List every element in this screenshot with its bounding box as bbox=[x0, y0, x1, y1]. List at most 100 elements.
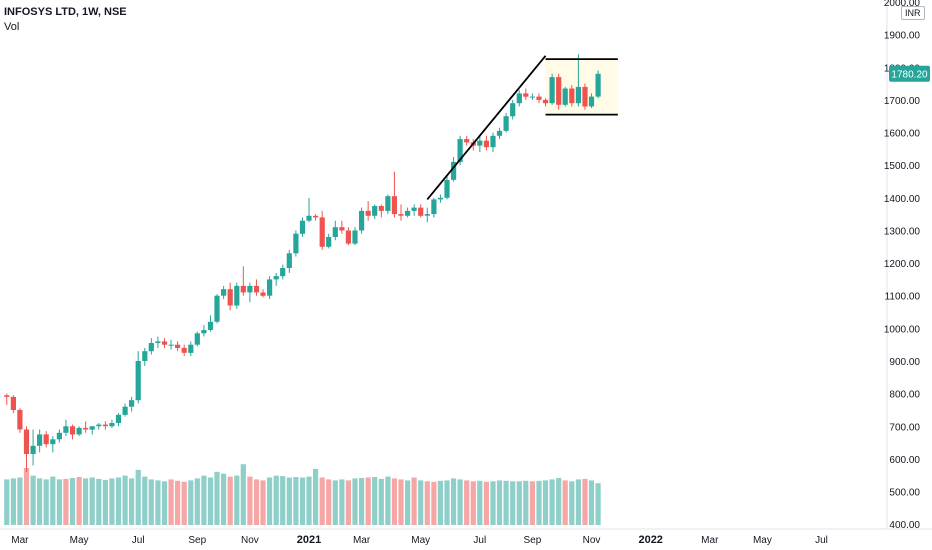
candle-body bbox=[549, 77, 555, 104]
candle-body bbox=[575, 86, 581, 104]
volume-bar bbox=[516, 481, 522, 525]
x-tick-label: May bbox=[70, 535, 89, 546]
volume-bar bbox=[23, 468, 30, 525]
volume-bar bbox=[280, 476, 286, 525]
candle-body bbox=[102, 424, 108, 427]
candle-body bbox=[247, 285, 253, 293]
volume-bar bbox=[155, 480, 161, 525]
volume-bar bbox=[148, 479, 154, 525]
candle-body bbox=[109, 423, 115, 427]
candle-body bbox=[444, 179, 450, 198]
volume-label[interactable]: Vol bbox=[4, 21, 20, 33]
x-tick-label: 2021 bbox=[297, 534, 321, 546]
candle-body bbox=[306, 215, 312, 221]
candle-body bbox=[418, 207, 424, 216]
volume-bar bbox=[510, 481, 516, 525]
volume-bar bbox=[562, 480, 568, 525]
candle-body bbox=[372, 206, 378, 216]
candle-body bbox=[595, 73, 601, 97]
y-tick-label: 2000.00 bbox=[884, 0, 921, 9]
currency-badge[interactable]: INR bbox=[901, 6, 925, 20]
volume-bar bbox=[63, 478, 69, 525]
volume-bar bbox=[10, 478, 16, 525]
candle-body bbox=[122, 406, 128, 415]
y-tick-label: 1200.00 bbox=[884, 259, 921, 270]
volume-bar bbox=[398, 479, 404, 525]
volume-bar bbox=[411, 477, 417, 525]
candle-body bbox=[214, 295, 220, 322]
y-tick-label: 1100.00 bbox=[885, 292, 921, 303]
y-tick-label: 600.00 bbox=[889, 455, 920, 466]
candle-body bbox=[23, 429, 30, 454]
volume-bar bbox=[260, 480, 266, 525]
candle-body bbox=[483, 140, 489, 148]
volume-bar bbox=[122, 475, 128, 525]
candle-body bbox=[385, 196, 391, 211]
candle-body bbox=[4, 395, 10, 397]
volume-bar bbox=[503, 480, 509, 525]
volume-bar bbox=[464, 480, 470, 525]
candle-body bbox=[168, 344, 174, 346]
volume-bar bbox=[490, 481, 496, 525]
volume-bar bbox=[575, 479, 581, 525]
candle-body bbox=[424, 214, 430, 216]
candle-body bbox=[332, 227, 338, 237]
y-tick-label: 1600.00 bbox=[884, 129, 921, 140]
volume-bar bbox=[313, 468, 319, 525]
y-tick-label: 900.00 bbox=[889, 357, 920, 368]
volume-bar bbox=[207, 477, 214, 525]
candle-body bbox=[37, 434, 43, 446]
volume-bar bbox=[582, 478, 588, 525]
drawing-layer bbox=[426, 55, 618, 201]
volume-bar bbox=[339, 479, 345, 525]
candle-body bbox=[260, 292, 266, 296]
volume-bar bbox=[30, 475, 36, 525]
volume-bar bbox=[56, 479, 62, 525]
volume-bar bbox=[168, 479, 174, 525]
volume-bar bbox=[221, 473, 227, 525]
volume-bar bbox=[253, 479, 260, 525]
x-tick-label: Mar bbox=[353, 535, 371, 546]
candle-body bbox=[50, 439, 56, 445]
volume-bar bbox=[457, 479, 463, 525]
candle-body bbox=[148, 343, 154, 352]
volume-bar bbox=[418, 480, 424, 525]
volume-bar bbox=[109, 478, 115, 525]
candle-body bbox=[431, 199, 437, 215]
x-tick-label: Nov bbox=[241, 535, 259, 546]
volume-bar bbox=[542, 480, 549, 525]
x-tick-label: Mar bbox=[11, 535, 29, 546]
candle-body bbox=[253, 285, 260, 293]
y-tick-label: 1400.00 bbox=[884, 194, 921, 205]
x-tick-label: Jul bbox=[132, 535, 145, 546]
volume-bar bbox=[556, 478, 562, 525]
volume-layer bbox=[4, 464, 601, 526]
candle-body bbox=[56, 432, 62, 440]
volume-bar bbox=[188, 480, 194, 525]
volume-bar bbox=[247, 476, 253, 526]
candle-body bbox=[299, 220, 306, 234]
y-tick-label: 800.00 bbox=[889, 390, 920, 401]
candle-body bbox=[43, 434, 49, 445]
candle-body bbox=[582, 86, 588, 107]
candle-body bbox=[188, 344, 194, 353]
volume-bar bbox=[50, 476, 56, 526]
volume-bar bbox=[234, 475, 240, 525]
volume-bar bbox=[319, 477, 325, 525]
x-tick-label: Jul bbox=[815, 535, 828, 546]
volume-bar bbox=[299, 477, 306, 525]
candle-body bbox=[556, 77, 562, 105]
x-tick-label: Jul bbox=[473, 535, 486, 546]
candle-body bbox=[273, 276, 279, 280]
volume-bar bbox=[523, 480, 529, 525]
symbol-title[interactable]: INFOSYS LTD, 1W, NSE bbox=[4, 6, 127, 18]
volume-bar bbox=[595, 483, 601, 525]
time-axis[interactable]: Mar May Jul Sep Nov 2021 Mar May Jul Sep Nov 2022 Ma… bbox=[11, 534, 828, 546]
candle-body bbox=[142, 351, 148, 361]
volume-bar bbox=[431, 481, 437, 525]
candle-body bbox=[345, 230, 351, 244]
candle-body bbox=[464, 139, 470, 143]
candle-body bbox=[10, 396, 16, 410]
candle-body bbox=[17, 409, 23, 430]
